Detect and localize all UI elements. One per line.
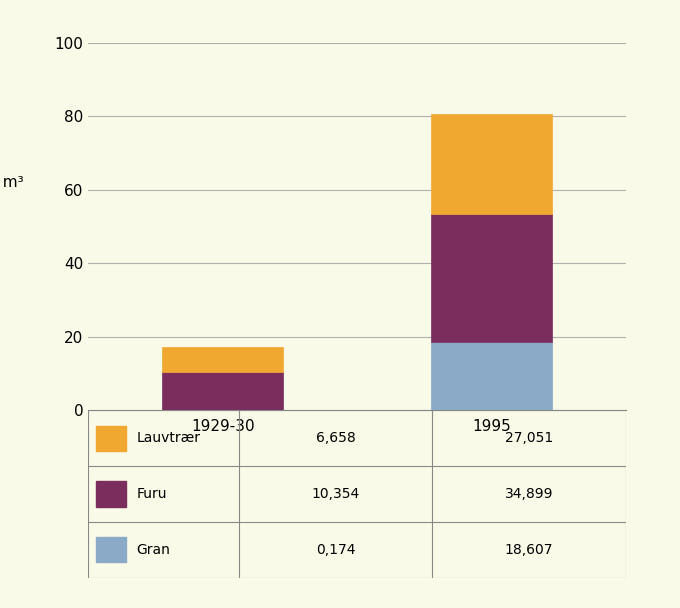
- Bar: [431, 114, 551, 213]
- Text: 6,658: 6,658: [316, 431, 356, 445]
- Text: Lauvtrær: Lauvtrær: [137, 431, 201, 445]
- Text: 34,899: 34,899: [505, 487, 553, 501]
- Text: Furu: Furu: [137, 487, 167, 501]
- Bar: [163, 347, 283, 371]
- Bar: [163, 371, 283, 410]
- Bar: [97, 482, 126, 506]
- Bar: [97, 426, 126, 451]
- Text: 10,354: 10,354: [311, 487, 360, 501]
- Bar: [431, 213, 551, 342]
- Text: Gran: Gran: [137, 543, 171, 557]
- Y-axis label: Mill m³: Mill m³: [0, 175, 24, 190]
- Bar: [97, 537, 126, 562]
- Text: 0,174: 0,174: [316, 543, 355, 557]
- Bar: [431, 342, 551, 410]
- Text: 27,051: 27,051: [505, 431, 553, 445]
- Text: 18,607: 18,607: [505, 543, 553, 557]
